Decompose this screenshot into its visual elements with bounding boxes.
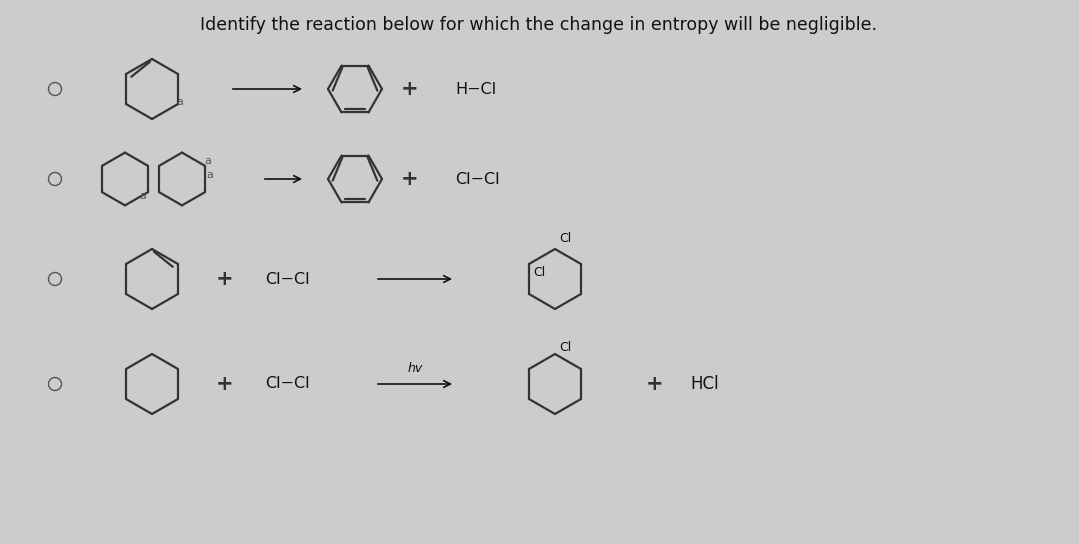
Text: Cl: Cl [559,341,571,354]
Text: +: + [216,374,234,394]
Text: a: a [206,170,214,180]
Text: +: + [216,269,234,289]
Text: Cl: Cl [559,232,571,245]
Text: hv: hv [408,362,423,375]
Text: HCl: HCl [689,375,719,393]
Text: H−Cl: H−Cl [455,82,496,96]
Text: Identify the reaction below for which the change in entropy will be negligible.: Identify the reaction below for which th… [201,16,877,34]
Text: Cl−Cl: Cl−Cl [265,376,310,392]
Text: +: + [401,79,419,99]
Text: a: a [177,97,183,107]
Text: +: + [401,169,419,189]
Text: Cl−Cl: Cl−Cl [455,171,500,187]
Text: Cl: Cl [533,266,545,279]
Text: +: + [646,374,664,394]
Text: Cl−Cl: Cl−Cl [265,271,310,287]
Text: a: a [204,157,211,166]
Text: a: a [139,191,147,201]
